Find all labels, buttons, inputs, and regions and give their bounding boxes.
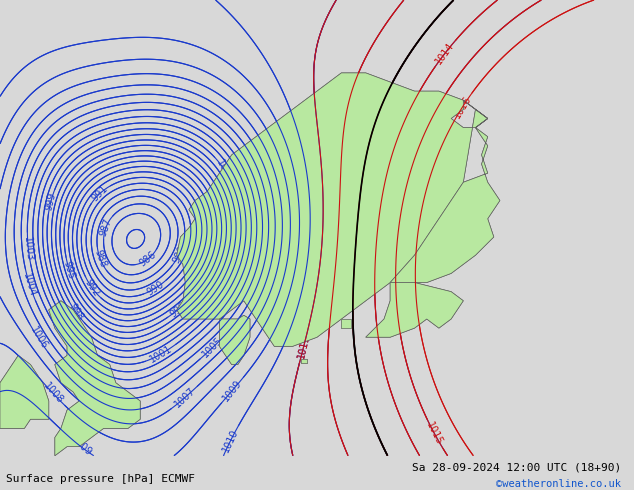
Polygon shape: [49, 301, 140, 456]
Text: Sa 28-09-2024 12:00 UTC (18+90): Sa 28-09-2024 12:00 UTC (18+90): [412, 463, 621, 473]
Polygon shape: [177, 73, 488, 346]
Text: 1013: 1013: [350, 228, 362, 253]
Text: ©weatheronline.co.uk: ©weatheronline.co.uk: [496, 479, 621, 489]
Polygon shape: [390, 100, 500, 283]
Text: 1009: 1009: [221, 377, 244, 403]
Polygon shape: [177, 73, 488, 346]
Text: 990: 990: [145, 279, 166, 297]
Text: 1001: 1001: [148, 343, 174, 365]
Text: 987: 987: [98, 217, 114, 238]
Text: 986: 986: [138, 249, 158, 269]
Text: 989: 989: [171, 244, 188, 265]
Text: Surface pressure [hPa] ECMWF: Surface pressure [hPa] ECMWF: [6, 474, 195, 484]
Text: 997: 997: [215, 246, 230, 266]
Text: 1009: 1009: [68, 435, 93, 458]
Polygon shape: [301, 359, 307, 363]
Polygon shape: [219, 316, 250, 365]
Text: 998: 998: [67, 302, 86, 323]
Polygon shape: [341, 319, 351, 328]
Text: 995: 995: [61, 260, 77, 280]
Text: 999: 999: [44, 192, 58, 212]
Text: 1012: 1012: [327, 283, 339, 308]
Text: 993: 993: [196, 197, 211, 218]
Text: 1003: 1003: [22, 236, 34, 261]
Text: 1010: 1010: [221, 427, 240, 454]
Polygon shape: [0, 355, 49, 428]
Text: 1006: 1006: [28, 325, 49, 351]
Text: 1007: 1007: [172, 386, 197, 410]
Text: 1013: 1013: [350, 228, 362, 253]
Text: 1004: 1004: [22, 272, 38, 298]
Polygon shape: [341, 319, 351, 328]
Text: 1005: 1005: [200, 335, 225, 360]
Polygon shape: [366, 283, 463, 337]
Text: 1011: 1011: [296, 333, 311, 359]
Polygon shape: [366, 283, 463, 337]
Polygon shape: [0, 355, 49, 428]
Text: 1015: 1015: [425, 421, 444, 447]
Text: 1002: 1002: [216, 290, 238, 317]
Text: 991: 991: [90, 184, 110, 203]
Text: 1016: 1016: [452, 94, 473, 120]
Polygon shape: [219, 316, 250, 365]
Text: 1011: 1011: [296, 333, 311, 359]
Text: 996: 996: [168, 299, 188, 319]
Polygon shape: [390, 100, 500, 283]
Text: 988: 988: [93, 249, 108, 270]
Text: 1014: 1014: [434, 41, 456, 66]
Polygon shape: [301, 359, 307, 363]
Polygon shape: [49, 301, 140, 456]
Text: 992: 992: [83, 278, 101, 298]
Text: 994: 994: [188, 266, 206, 286]
Text: 1008: 1008: [41, 381, 65, 406]
Text: 1000: 1000: [214, 158, 235, 184]
